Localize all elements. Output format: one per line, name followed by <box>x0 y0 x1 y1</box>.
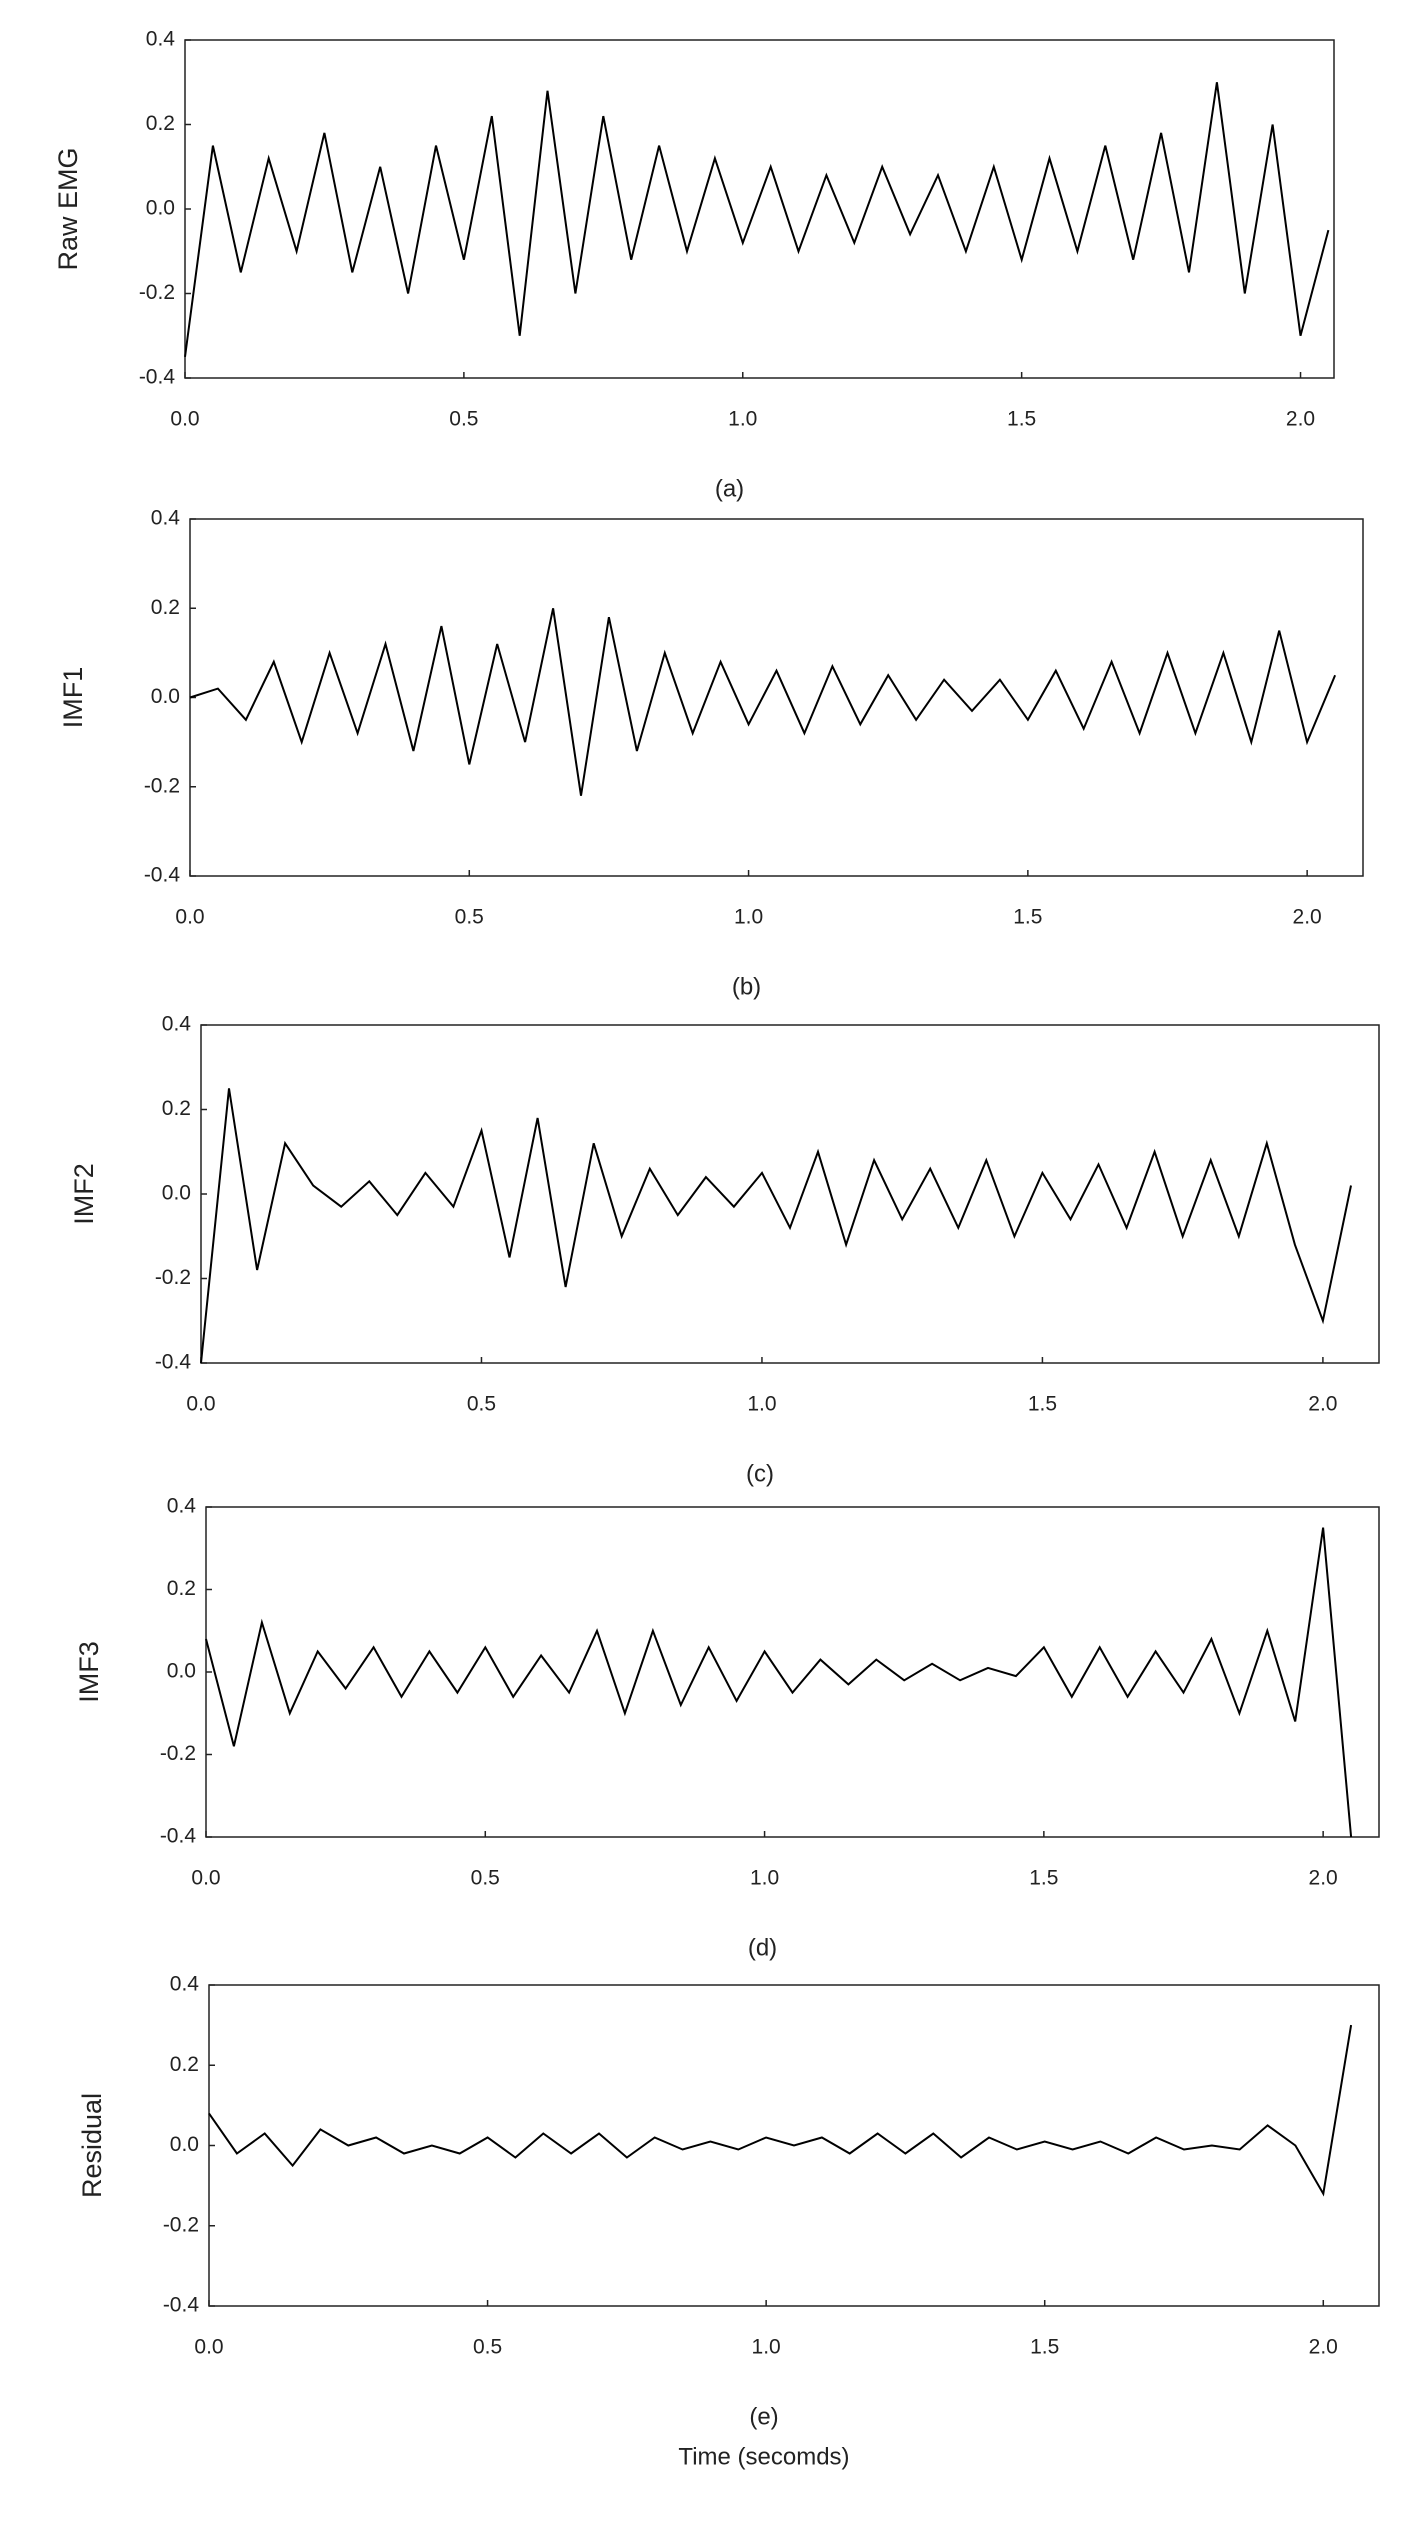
x-tick-label: 1.0 <box>752 2336 781 2359</box>
x-tick-label: 0.5 <box>455 906 484 929</box>
panel-caption: (b) <box>732 973 761 1000</box>
plot-frame <box>189 518 1364 877</box>
panel-caption: (c) <box>746 1460 774 1487</box>
signal-line <box>208 2024 1353 2197</box>
x-tick-label: 1.5 <box>1007 408 1036 431</box>
y-tick-label: -0.4 <box>144 864 181 887</box>
y-tick-label: 0.0 <box>167 1660 196 1683</box>
x-tick-label: 1.0 <box>747 1393 776 1416</box>
y-tick-label: 0.2 <box>162 1097 191 1120</box>
x-tick-label: 0.0 <box>175 906 204 929</box>
y-tick-label: 0.0 <box>170 2133 199 2156</box>
y-tick-label: -0.2 <box>139 281 175 304</box>
y-tick-label: 0.4 <box>146 28 176 51</box>
y-tick-label: 0.4 <box>151 507 181 530</box>
y-tick-label: 0.4 <box>167 1495 197 1518</box>
y-axis-label: Residual <box>77 2093 107 2198</box>
x-tick-label: 1.0 <box>734 906 763 929</box>
x-axis-label: Time (secomds) <box>678 2443 849 2470</box>
x-tick-label: 2.0 <box>1309 2336 1338 2359</box>
y-tick-label: 0.2 <box>146 112 175 135</box>
x-tick-label: 2.0 <box>1286 408 1315 431</box>
panel-caption: (d) <box>748 1934 777 1961</box>
x-tick-label: 1.0 <box>750 1867 779 1890</box>
y-tick-label: 0.2 <box>170 2053 199 2076</box>
y-tick-label: -0.4 <box>139 366 176 389</box>
x-tick-label: 0.5 <box>473 2336 502 2359</box>
y-tick-label: 0.4 <box>162 1013 192 1036</box>
signal-line <box>205 1527 1353 1838</box>
y-tick-label: -0.4 <box>155 1351 192 1374</box>
y-tick-label: -0.2 <box>160 1742 196 1765</box>
y-tick-label: 0.0 <box>146 197 175 220</box>
x-tick-label: 1.0 <box>728 408 757 431</box>
x-tick-label: 2.0 <box>1308 1393 1337 1416</box>
x-tick-label: 2.0 <box>1309 1867 1338 1890</box>
plot-frame <box>205 1506 1380 1838</box>
plot-frame <box>200 1024 1380 1364</box>
y-tick-label: -0.2 <box>155 1266 191 1289</box>
x-tick-label: 0.0 <box>194 2336 223 2359</box>
x-tick-label: 2.0 <box>1293 906 1322 929</box>
y-tick-label: 0.4 <box>170 1973 200 1996</box>
signal-line <box>200 1088 1352 1364</box>
x-tick-label: 0.5 <box>449 408 478 431</box>
y-tick-label: -0.4 <box>163 2294 200 2317</box>
x-tick-label: 0.5 <box>471 1867 500 1890</box>
x-tick-label: 1.5 <box>1030 2336 1059 2359</box>
x-tick-label: 1.5 <box>1013 906 1042 929</box>
y-tick-label: 0.2 <box>167 1577 196 1600</box>
y-axis-label: Raw EMG <box>53 147 83 270</box>
plot-frame <box>184 39 1335 379</box>
signal-line <box>184 82 1330 358</box>
y-tick-label: -0.2 <box>144 774 180 797</box>
y-tick-label: 0.0 <box>151 685 180 708</box>
y-axis-label: IMF2 <box>69 1163 99 1225</box>
x-tick-label: 0.5 <box>467 1393 496 1416</box>
x-tick-label: 0.0 <box>186 1393 215 1416</box>
panel-caption: (e) <box>749 2403 778 2430</box>
signal-line <box>189 608 1337 796</box>
y-tick-label: -0.2 <box>163 2213 199 2236</box>
y-tick-label: 0.0 <box>162 1182 191 1205</box>
panel-caption: (a) <box>715 475 744 502</box>
y-axis-label: IMF3 <box>74 1641 104 1703</box>
x-tick-label: 0.0 <box>170 408 199 431</box>
y-axis-label: IMF1 <box>58 667 88 729</box>
x-tick-label: 1.5 <box>1029 1867 1058 1890</box>
y-tick-label: 0.2 <box>151 596 180 619</box>
x-tick-label: 1.5 <box>1028 1393 1057 1416</box>
y-tick-label: -0.4 <box>160 1825 197 1848</box>
x-tick-label: 0.0 <box>191 1867 220 1890</box>
